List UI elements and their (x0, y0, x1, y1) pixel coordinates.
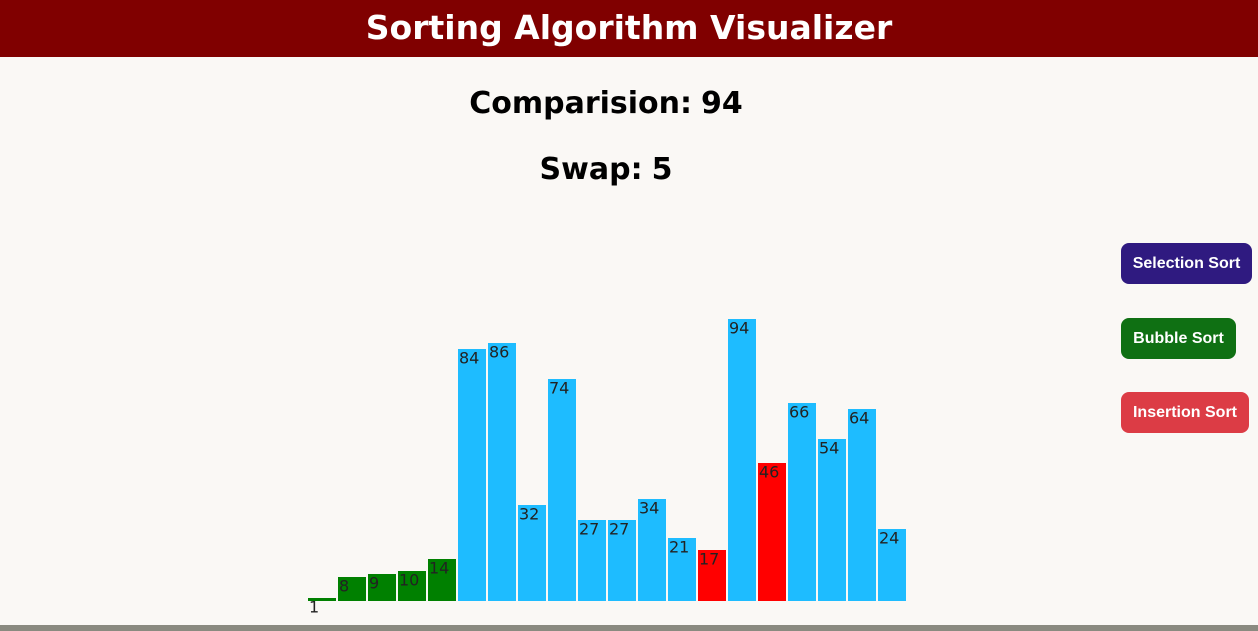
bar (818, 439, 846, 601)
bar (758, 463, 786, 601)
bar (698, 550, 726, 601)
bar (308, 598, 336, 601)
bar-label: 66 (789, 403, 809, 422)
swap-count: Swap: 5 (0, 152, 1212, 187)
bar-label: 86 (489, 343, 509, 362)
bar (878, 529, 906, 601)
stat-value: 94 (701, 86, 743, 121)
bar-label: 74 (549, 379, 569, 398)
bar (338, 577, 366, 601)
bar-label: 27 (579, 520, 599, 539)
bar (518, 505, 546, 601)
bar (428, 559, 456, 601)
bar (368, 574, 396, 601)
stat-label: Swap: (539, 152, 643, 187)
bar-label: 64 (849, 409, 869, 428)
bar-label: 21 (669, 538, 689, 557)
bar (398, 571, 426, 601)
bar-label: 10 (399, 571, 419, 590)
bar-label: 1 (309, 598, 319, 617)
bar-label: 8 (339, 577, 349, 596)
bar-label: 9 (369, 574, 379, 593)
bar-label: 32 (519, 505, 539, 524)
stat-label: Comparision: (469, 86, 693, 121)
bar-label: 14 (429, 559, 449, 578)
sort-button[interactable]: Selection Sort (1121, 243, 1252, 284)
header-title: Sorting Algorithm Visualizer (0, 0, 1258, 57)
bar-label: 34 (639, 499, 659, 518)
sort-button[interactable]: Insertion Sort (1121, 392, 1249, 433)
bar (548, 379, 576, 601)
bar-label: 54 (819, 439, 839, 458)
bar (458, 349, 486, 601)
bar (488, 343, 516, 601)
stat-value: 5 (651, 152, 673, 187)
bar (668, 538, 696, 601)
bar (638, 499, 666, 601)
taskbar (0, 625, 1258, 631)
bar-label: 94 (729, 319, 749, 338)
bar-label: 17 (699, 550, 719, 569)
sort-button[interactable]: Bubble Sort (1121, 318, 1236, 359)
bar-label: 84 (459, 349, 479, 368)
bar-label: 24 (879, 529, 899, 548)
bar-label: 27 (609, 520, 629, 539)
bar (788, 403, 816, 601)
bar (848, 409, 876, 601)
bar (578, 520, 606, 601)
bar (728, 319, 756, 601)
bar-label: 46 (759, 463, 779, 482)
bar (608, 520, 636, 601)
comparison-count: Comparision: 94 (0, 86, 1212, 121)
